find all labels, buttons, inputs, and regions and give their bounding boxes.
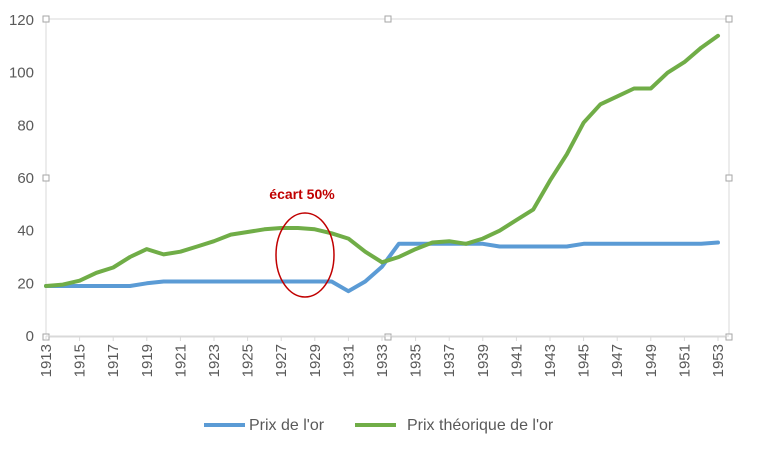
series-line-1 <box>44 240 720 294</box>
resize-handle[interactable] <box>725 15 733 23</box>
series-line-2 <box>44 33 720 288</box>
legend-label-1: Prix de l'or <box>249 417 325 434</box>
x-tick-label: 1917 <box>105 344 122 377</box>
annotation-label: écart 50% <box>269 186 335 202</box>
annotation-ellipse <box>275 212 335 298</box>
y-tick-label: 100 <box>9 65 34 82</box>
resize-handle[interactable] <box>725 333 733 341</box>
legend-label-2: Prix théorique de l'or <box>407 417 554 434</box>
resize-handle[interactable] <box>42 15 50 23</box>
legend: Prix de l'or Prix théorique de l'or <box>204 417 554 434</box>
x-tick-label: 1937 <box>441 344 458 377</box>
x-tick-label: 1919 <box>139 344 156 377</box>
annotation-group: écart 50% <box>269 186 335 298</box>
x-tick-label: 1931 <box>340 344 357 377</box>
x-tick-label: 1925 <box>240 344 257 377</box>
x-tick-label: 1933 <box>374 344 391 377</box>
x-tick-label: 1947 <box>609 344 626 377</box>
x-tick-label: 1943 <box>542 344 559 377</box>
resize-handle[interactable] <box>384 15 392 23</box>
resize-handle[interactable] <box>42 174 50 182</box>
y-tick-label: 60 <box>17 170 34 187</box>
x-tick-label: 1949 <box>643 344 660 377</box>
plot-area <box>42 15 733 341</box>
x-tick-label: 1953 <box>710 344 727 377</box>
series-group <box>44 33 720 294</box>
x-tick-label: 1951 <box>676 344 693 377</box>
y-tick-label: 20 <box>17 275 34 292</box>
x-tick-label: 1939 <box>475 344 492 377</box>
y-tick-label: 80 <box>17 117 34 134</box>
x-tick-label: 1945 <box>576 344 593 377</box>
resize-handle[interactable] <box>384 333 392 341</box>
axes: 0 20 40 60 80 100 120 1913 1915 1917 1919 1921 1923 1… <box>9 12 729 377</box>
x-tick-label: 1927 <box>273 344 290 377</box>
x-tick-label: 1929 <box>307 344 324 377</box>
x-tick-label: 1921 <box>172 344 189 377</box>
resize-handle[interactable] <box>725 174 733 182</box>
x-tick-label: 1923 <box>206 344 223 377</box>
x-tick-label: 1941 <box>508 344 525 377</box>
plot-frame[interactable] <box>45 18 730 338</box>
x-tick-label: 1915 <box>72 344 89 377</box>
x-tick-label: 1913 <box>38 344 55 377</box>
y-tick-label: 0 <box>26 328 34 345</box>
y-tick-label: 120 <box>9 12 34 29</box>
x-tick-label: 1935 <box>408 344 425 377</box>
y-tick-label: 40 <box>17 223 34 240</box>
